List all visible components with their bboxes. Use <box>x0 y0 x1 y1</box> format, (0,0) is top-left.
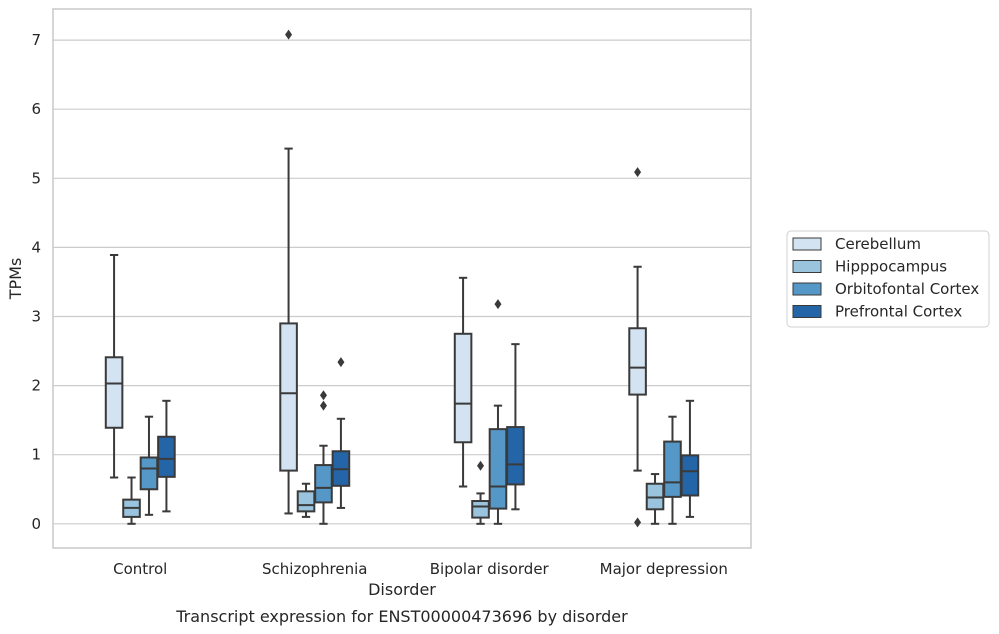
box-group <box>296 482 316 518</box>
legend-label: Orbitofontal Cortex <box>835 280 979 298</box>
legend-swatch <box>792 260 822 273</box>
y-tick-label: 6 <box>31 100 41 118</box>
chart-caption: Transcript expression for ENST0000047369… <box>175 607 628 626</box>
boxes <box>104 29 700 528</box>
x-axis-ticks: Control Schizophrenia Bipolar disorder Majo… <box>113 560 728 578</box>
plot-area-frame <box>52 8 752 549</box>
box-iqr <box>157 435 176 478</box>
legend-label: Cerebellum <box>835 235 921 253</box>
y-tick-label: 7 <box>31 31 41 49</box>
box-group <box>645 473 665 525</box>
box-iqr <box>139 456 159 491</box>
outlier-point <box>285 29 293 40</box>
outlier-point <box>319 390 327 401</box>
legend-swatch <box>792 282 822 296</box>
box-iqr <box>506 426 525 486</box>
box-iqr <box>663 440 682 498</box>
legend-label: Hipppocampus <box>835 258 947 276</box>
box-iqr <box>279 322 298 472</box>
box-group <box>157 399 176 513</box>
outlier-point <box>494 299 502 310</box>
box-group <box>122 476 141 525</box>
box-group <box>628 167 647 528</box>
box-group <box>506 343 525 511</box>
box-iqr <box>628 327 647 396</box>
box-group <box>279 29 298 515</box>
box-group <box>663 415 682 525</box>
x-tick-label: Control <box>113 560 167 578</box>
box-iqr <box>296 490 316 513</box>
box-group <box>139 415 159 516</box>
legend-label: Prefrontal Cortex <box>835 303 962 321</box>
box-iqr <box>680 454 700 497</box>
outlier-point <box>477 460 485 471</box>
outlier-point <box>337 357 345 368</box>
legend: Cerebellum Hipppocampus Orbitofontal Corte… <box>786 230 990 328</box>
box-iqr <box>645 482 665 511</box>
box-group <box>488 299 508 525</box>
box-group <box>453 276 473 488</box>
outlier-point <box>319 400 327 411</box>
box-iqr <box>453 332 473 444</box>
box-group <box>104 254 124 479</box>
x-tick-label: Bipolar disorder <box>430 560 550 578</box>
y-tick-label: 1 <box>31 446 41 464</box>
x-tick-label: Major depression <box>600 560 728 578</box>
y-axis-ticks: 0 1 2 3 4 5 6 7 <box>31 31 41 533</box>
legend-frame <box>786 230 990 328</box>
y-tick-label: 5 <box>31 169 41 187</box>
box-group <box>314 390 333 525</box>
y-tick-label: 2 <box>31 377 41 395</box>
box-group <box>471 460 490 525</box>
outlier-point <box>634 167 642 178</box>
legend-swatch <box>792 305 822 318</box>
box-iqr <box>471 500 490 519</box>
box-iqr <box>104 356 124 429</box>
y-axis-label: TPMs <box>6 258 25 301</box>
x-axis-label: Disorder <box>368 580 436 599</box>
box-iqr <box>314 464 333 504</box>
y-tick-label: 3 <box>31 308 41 326</box>
legend-swatch <box>792 237 822 251</box>
box-iqr <box>488 428 508 510</box>
outlier-point <box>634 517 642 528</box>
y-tick-label: 0 <box>31 515 41 533</box>
box-group <box>680 399 700 518</box>
box-group <box>331 357 351 509</box>
y-tick-label: 4 <box>31 238 41 256</box>
x-tick-label: Schizophrenia <box>262 560 367 578</box>
